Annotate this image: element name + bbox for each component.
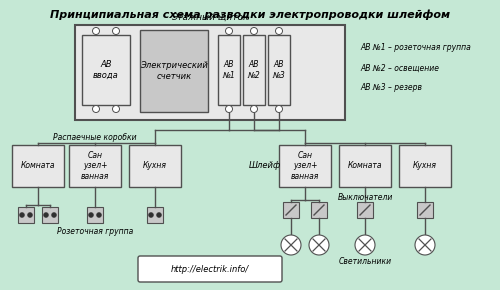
Circle shape	[226, 28, 232, 35]
Text: АВ
№1: АВ №1	[222, 60, 235, 80]
Text: АВ №3 – резерв: АВ №3 – резерв	[360, 84, 422, 93]
Bar	[243, 35, 265, 105]
Bar	[218, 35, 240, 105]
Circle shape	[92, 106, 100, 113]
Circle shape	[88, 213, 94, 218]
Text: Кухня: Кухня	[143, 162, 167, 171]
Text: Сан
узел+
ванная: Сан узел+ ванная	[291, 151, 319, 181]
Bar	[75, 25, 345, 120]
Bar	[18, 207, 34, 223]
Text: АВ №2 – освещение: АВ №2 – освещение	[360, 64, 439, 72]
Circle shape	[250, 28, 258, 35]
Text: Этажный щиток: Этажный щиток	[172, 13, 248, 22]
Text: Шлейф: Шлейф	[249, 160, 281, 169]
Text: АВ №1 – розеточная группа: АВ №1 – розеточная группа	[360, 44, 471, 52]
Text: АВ
ввода: АВ ввода	[93, 60, 119, 80]
Bar	[399, 145, 451, 187]
Circle shape	[112, 28, 119, 35]
Circle shape	[112, 106, 119, 113]
Circle shape	[148, 213, 154, 218]
Text: Сан
узел+
ванная: Сан узел+ ванная	[81, 151, 109, 181]
Text: Распаечные коробки: Распаечные коробки	[53, 133, 137, 142]
Bar	[69, 145, 121, 187]
Bar	[12, 145, 64, 187]
Bar	[417, 202, 433, 218]
Text: Выключатели: Выключатели	[338, 193, 392, 202]
Bar	[147, 207, 163, 223]
Text: Комната: Комната	[21, 162, 55, 171]
Circle shape	[276, 106, 282, 113]
Circle shape	[355, 235, 375, 255]
Circle shape	[226, 106, 232, 113]
Text: Кухня: Кухня	[413, 162, 437, 171]
Circle shape	[28, 213, 32, 218]
Text: Электрический
счетчик: Электрический счетчик	[140, 61, 208, 81]
Text: Розеточная группа: Розеточная группа	[57, 226, 133, 235]
Text: Комната: Комната	[348, 162, 382, 171]
Circle shape	[52, 213, 57, 218]
Text: Принципиальная схема разводки электропроводки шлейфом: Принципиальная схема разводки электропро…	[50, 10, 450, 21]
Bar	[82, 35, 130, 105]
Text: Светильники: Светильники	[338, 256, 392, 266]
Circle shape	[20, 213, 24, 218]
Bar	[339, 145, 391, 187]
Bar	[42, 207, 58, 223]
Text: АВ
№2: АВ №2	[248, 60, 260, 80]
Bar	[87, 207, 103, 223]
Bar	[279, 145, 331, 187]
Text: АВ
№3: АВ №3	[272, 60, 285, 80]
Circle shape	[250, 106, 258, 113]
Circle shape	[415, 235, 435, 255]
Circle shape	[44, 213, 49, 218]
Circle shape	[156, 213, 162, 218]
Bar	[311, 202, 327, 218]
Text: http://electrik.info/: http://electrik.info/	[171, 264, 249, 273]
Bar	[268, 35, 290, 105]
Bar	[283, 202, 299, 218]
Circle shape	[92, 28, 100, 35]
Bar	[129, 145, 181, 187]
FancyBboxPatch shape	[138, 256, 282, 282]
Circle shape	[96, 213, 102, 218]
Bar	[140, 30, 208, 112]
Circle shape	[281, 235, 301, 255]
Circle shape	[276, 28, 282, 35]
Bar	[357, 202, 373, 218]
Circle shape	[309, 235, 329, 255]
